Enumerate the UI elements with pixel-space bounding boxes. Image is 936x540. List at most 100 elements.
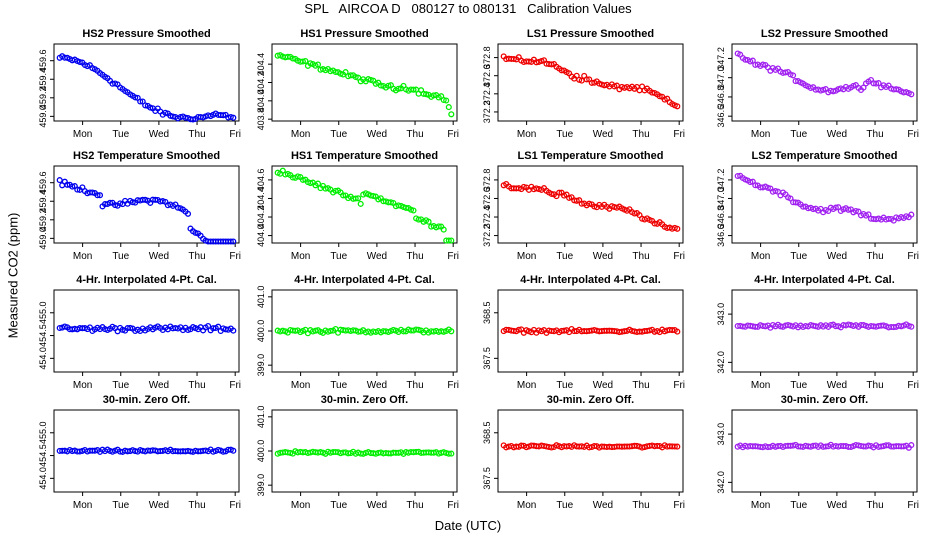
y-tick-label: 400.0: [256, 440, 266, 463]
data-point: [900, 443, 907, 450]
x-tick-label: Mon: [751, 500, 770, 511]
data-point: [142, 102, 149, 109]
data-point: [294, 173, 301, 180]
data-point: [230, 447, 237, 454]
y-tick-label: 372.4: [482, 206, 492, 229]
x-tick-label: Thu: [188, 380, 205, 391]
data-point: [370, 192, 377, 200]
data-point: [656, 93, 663, 100]
data-point: [342, 69, 349, 76]
data-point: [759, 61, 766, 68]
x-tick-label: Fri: [907, 500, 919, 511]
panel-title: 4-Hr. Interpolated 4-Pt. Cal.: [520, 274, 661, 286]
x-tick-label: Tue: [556, 380, 573, 391]
x-tick-label: Mon: [751, 380, 770, 391]
data-point: [674, 225, 681, 232]
data-point: [790, 72, 797, 79]
y-tick-label: 454.0: [38, 467, 48, 490]
data-point: [445, 237, 452, 244]
x-tick-label: Tue: [330, 129, 347, 140]
plot-frame: [731, 165, 918, 244]
data-point: [74, 186, 81, 193]
data-point: [352, 195, 359, 202]
x-tick-label: Fri: [447, 129, 459, 140]
data-point: [94, 192, 101, 199]
x-tick-label: Wed: [593, 500, 613, 511]
y-tick-label: 403.8: [256, 108, 266, 131]
panel-15: 30-min. Zero Off. 367.5 368.5 Mon Tue Wed Thu F…: [482, 394, 685, 511]
x-tick-label: Tue: [790, 251, 807, 262]
data-point: [215, 323, 222, 330]
x-tick-label: Thu: [866, 251, 883, 262]
data-point: [520, 183, 527, 190]
x-tick-label: Wed: [827, 500, 847, 511]
y-tick-label: 372.8: [482, 46, 492, 69]
data-point: [515, 326, 522, 333]
panel-title: HS2 Pressure Smoothed: [82, 28, 210, 40]
x-tick-label: Fri: [907, 129, 919, 140]
data-point: [64, 181, 71, 188]
data-point: [747, 179, 754, 186]
data-point: [205, 322, 212, 330]
x-tick-label: Mon: [291, 380, 310, 391]
x-tick-label: Wed: [827, 380, 847, 391]
panel-16: 30-min. Zero Off. 342.0 343.0 Mon Tue Wed Thu F…: [716, 394, 919, 511]
x-tick-label: Tue: [556, 251, 573, 262]
panel-title: LS1 Pressure Smoothed: [527, 28, 654, 40]
data-point: [96, 192, 104, 199]
data-point: [402, 204, 410, 211]
x-tick-label: Fri: [907, 251, 919, 262]
x-axis-label: Date (UTC): [434, 518, 502, 533]
plot-frame: [497, 289, 684, 373]
data-point: [314, 61, 322, 68]
panel-title: 30-min. Zero Off.: [321, 394, 408, 406]
data-point: [332, 68, 339, 76]
x-tick-label: Fri: [229, 129, 241, 140]
data-point: [340, 192, 347, 199]
data-point: [875, 80, 882, 87]
y-tick-label: 454.5: [38, 324, 48, 347]
data-point: [671, 443, 678, 450]
data-point: [448, 237, 455, 244]
data-point: [873, 80, 880, 87]
y-tick-label: 399.0: [256, 474, 266, 497]
data-point: [583, 76, 590, 83]
x-tick-label: Thu: [188, 500, 205, 511]
data-point: [734, 172, 741, 180]
data-point: [137, 98, 144, 105]
data-point: [548, 190, 555, 197]
plot-frame: [53, 43, 240, 122]
panel-title: HS2 Temperature Smoothed: [73, 150, 220, 162]
data-point: [548, 61, 555, 68]
x-tick-label: Mon: [291, 129, 310, 140]
data-point: [69, 183, 76, 190]
panel-9: 4-Hr. Interpolated 4-Pt. Cal. 454.0454.54…: [38, 274, 241, 391]
data-point: [845, 206, 852, 213]
x-tick-label: Fri: [447, 380, 459, 391]
data-point: [448, 111, 455, 118]
data-point: [395, 85, 402, 92]
plot-frame: [731, 43, 918, 122]
data-point: [445, 450, 452, 457]
data-point: [443, 97, 450, 104]
x-tick-label: Fri: [673, 380, 685, 391]
data-point: [112, 202, 119, 209]
x-tick-label: Wed: [593, 129, 613, 140]
y-tick-label: 399.0: [256, 354, 266, 377]
panel-title: 4-Hr. Interpolated 4-Pt. Cal.: [76, 274, 217, 286]
plot-frame: [497, 165, 684, 244]
data-point: [423, 91, 430, 98]
y-tick-label: 372.2: [482, 224, 492, 247]
x-tick-label: Tue: [112, 380, 129, 391]
y-tick-label: 347.2: [716, 47, 726, 70]
data-point: [56, 177, 63, 184]
x-tick-label: Tue: [330, 380, 347, 391]
panel-title: HS1 Temperature Smoothed: [291, 150, 438, 162]
y-tick-label: 459.0: [38, 105, 48, 128]
y-tick-label: 346.6: [716, 105, 726, 128]
data-point: [317, 449, 324, 456]
y-tick-label: 454.0: [38, 347, 48, 370]
data-point: [445, 104, 452, 111]
x-tick-label: Tue: [330, 251, 347, 262]
